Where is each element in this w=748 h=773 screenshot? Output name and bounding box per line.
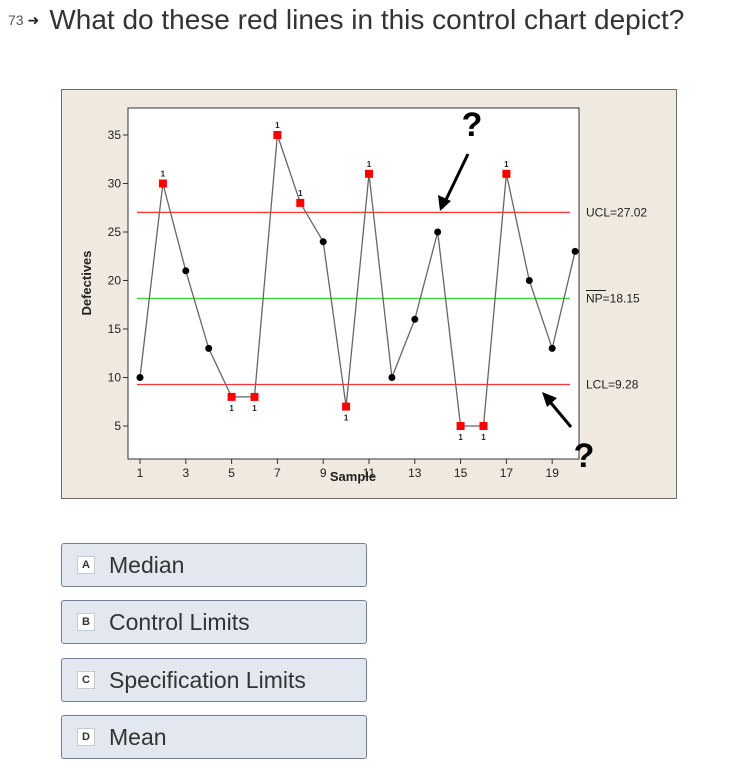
data-point-18: [525, 277, 533, 284]
option-a-text: Median: [109, 551, 185, 578]
x-tick-label-17: 17: [500, 466, 514, 480]
data-point-flagged-7: [273, 131, 282, 139]
option-d-letter: D: [77, 728, 95, 746]
data-point-12: [388, 374, 396, 381]
option-c[interactable]: C Specification Limits: [61, 658, 367, 702]
annotation-arrow-upper: [438, 153, 470, 211]
flag-label-10: 1: [344, 414, 349, 423]
annotation-question-mark-lower: ?: [574, 437, 595, 475]
data-point-9: [319, 238, 327, 246]
flag-label-6: 1: [252, 404, 257, 413]
x-tick-label-15: 15: [454, 466, 468, 480]
option-a-letter: A: [77, 556, 95, 574]
x-tick-label-9: 9: [320, 466, 327, 480]
x-axis-label: Sample: [330, 469, 376, 484]
x-tick-label-3: 3: [182, 466, 189, 480]
data-point-1: [136, 374, 144, 381]
option-b-text: Control Limits: [109, 608, 250, 635]
flag-label-7: 1: [275, 121, 280, 130]
right-arrow-icon: ➜: [27, 11, 40, 28]
annotation-question-mark-upper: ?: [462, 106, 483, 144]
y-tick-label-30: 30: [108, 177, 122, 191]
y-tick-label-5: 5: [114, 419, 121, 433]
data-point-3: [182, 267, 190, 275]
option-b[interactable]: B Control Limits: [61, 600, 367, 644]
question-text: What do these red lines in this control …: [49, 4, 685, 35]
data-point-19: [548, 344, 556, 352]
flag-label-2: 1: [161, 170, 166, 179]
reference-line-label-2: LCL=9.28: [586, 377, 639, 391]
x-tick-label-1: 1: [137, 466, 144, 480]
option-a[interactable]: A Median: [61, 543, 367, 587]
y-tick-label-10: 10: [108, 371, 122, 385]
flag-label-17: 1: [504, 160, 509, 169]
x-tick-label-13: 13: [408, 466, 422, 480]
flag-label-16: 1: [481, 433, 486, 442]
data-point-flagged-17: [502, 169, 511, 178]
question-number: 73: [8, 12, 24, 28]
flag-label-11: 1: [367, 160, 372, 169]
data-point-flagged-10: [342, 402, 351, 411]
y-tick-label-25: 25: [108, 225, 122, 239]
data-point-20: [571, 247, 579, 255]
x-tick-label-7: 7: [274, 466, 281, 480]
question-header: 73 ➜ What do these red lines in this con…: [8, 4, 684, 36]
data-point-flagged-15: [456, 422, 465, 430]
data-point-flagged-11: [365, 169, 373, 178]
flag-label-15: 1: [458, 433, 463, 442]
flag-label-5: 1: [229, 404, 234, 413]
x-tick-label-11: 11: [363, 466, 376, 480]
plot-area: [127, 107, 580, 460]
y-tick-label-20: 20: [108, 274, 122, 288]
series-line: [139, 134, 576, 427]
data-point-flagged-2: [158, 179, 167, 188]
x-tick-label-19: 19: [546, 466, 560, 480]
data-point-flagged-5: [227, 392, 236, 401]
option-d-text: Mean: [109, 723, 167, 750]
data-point-4: [205, 344, 213, 352]
data-point-14: [434, 228, 442, 236]
option-c-text: Specification Limits: [109, 666, 306, 693]
data-point-13: [411, 315, 419, 323]
annotation-arrow-lower: [542, 392, 573, 428]
data-point-flagged-6: [250, 392, 259, 401]
reference-line-label-0: UCL=27.02: [586, 205, 647, 219]
y-tick-label-15: 15: [108, 322, 122, 336]
data-point-flagged-8: [296, 198, 305, 207]
option-d[interactable]: D Mean: [61, 715, 367, 759]
flag-label-8: 1: [298, 189, 303, 198]
option-b-letter: B: [77, 613, 95, 631]
reference-line-label-1: NP=18.15: [586, 291, 640, 305]
option-c-letter: C: [77, 671, 95, 689]
y-axis-label: Defectives: [79, 250, 94, 315]
y-tick-label-35: 35: [108, 128, 122, 142]
x-tick-label-5: 5: [228, 466, 235, 480]
data-point-flagged-16: [479, 422, 488, 430]
